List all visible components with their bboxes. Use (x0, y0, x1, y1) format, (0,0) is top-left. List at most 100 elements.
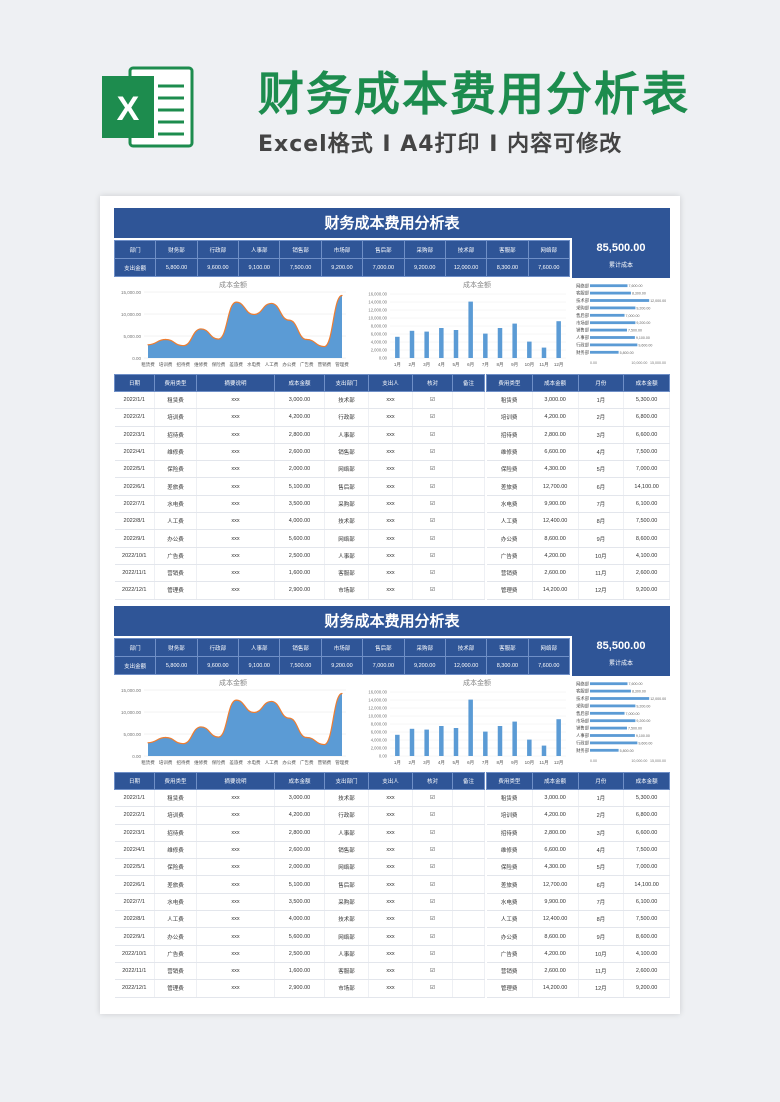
check-cell[interactable]: ☑ (412, 806, 453, 825)
cell-note (452, 824, 485, 842)
cell-desc: xxx (196, 927, 275, 946)
x-tick-label: 10月 (525, 362, 535, 368)
dept-name-cell: 市场部 (320, 638, 364, 657)
check-cell[interactable]: ☑ (412, 841, 453, 860)
data-point (323, 345, 325, 348)
check-cell[interactable]: ☑ (412, 426, 453, 444)
table-row: 2022/1/1 租赁费 xxx 3,000.00 技术部 xxx ☑ (114, 391, 485, 410)
check-cell[interactable]: ☑ (412, 875, 453, 894)
table-row: 2022/11/1 营销费 xxx 1,600.00 客服部 xxx ☑ (114, 962, 485, 981)
check-cell[interactable]: ☑ (412, 564, 453, 583)
y-tick-label: 网络部 (576, 282, 590, 289)
cell-person: xxx (368, 426, 413, 444)
data-label: 12,000.00 (650, 697, 666, 701)
cell-type: 招待费 (154, 426, 197, 444)
bar (439, 726, 444, 756)
cell-desc: xxx (196, 477, 275, 496)
x-tick-label: 招待费 (177, 759, 191, 766)
x-tick-label: 1月 (394, 760, 401, 766)
column-header: 成本金额 (274, 772, 325, 790)
cell-desc: xxx (196, 858, 275, 877)
area-chart-svg: 成本金额 0.00 5,000.00 10,000.00 15,000.00 租赁费 培训费… (121, 280, 349, 368)
check-cell[interactable]: ☑ (412, 477, 453, 496)
cell-type: 水电费 (486, 893, 533, 912)
check-cell[interactable]: ☑ (412, 979, 453, 998)
dept-amount-cell: 9,200.00 (403, 258, 446, 277)
y-tick-label: 技术部 (576, 297, 590, 304)
check-cell[interactable]: ☑ (412, 391, 453, 410)
check-cell[interactable]: ☑ (412, 495, 453, 514)
cell-amount: 5,100.00 (274, 477, 325, 496)
dept-name-row: 部门 财务部 行政部 人事部 销售部 市场部 售后部 采购部 技术部 客服部 网络部 (113, 240, 571, 259)
data-label: 7,500.00 (628, 329, 642, 333)
cell-dept: 技术部 (324, 391, 369, 410)
cell-note (452, 789, 485, 808)
check-cell[interactable]: ☑ (412, 910, 453, 929)
bar (468, 301, 473, 358)
check-cell[interactable]: ☑ (412, 962, 453, 981)
check-cell[interactable]: ☑ (412, 824, 453, 842)
cell-month_amount: 7,500.00 (623, 910, 670, 929)
data-point (200, 328, 202, 330)
bar (468, 699, 473, 756)
check-cell[interactable]: ☑ (412, 529, 453, 548)
cell-month: 9月 (578, 927, 625, 946)
expense-detail-table: 日期 费用类型 摘要说明 成本金额 支出部门 支出人 核对 备注 2022/1/1 租赁费 xxx… (114, 772, 485, 998)
check-cell[interactable]: ☑ (412, 460, 453, 479)
amount-row-label: 支出金额 (113, 258, 157, 277)
y-tick-label: 人事部 (576, 334, 590, 341)
department-table: 部门 财务部 行政部 人事部 销售部 市场部 售后部 采购部 技术部 客服部 网络部 支出金额 5,8… (113, 240, 571, 277)
cell-type: 保险费 (154, 858, 197, 877)
check-cell[interactable]: ☑ (412, 789, 453, 808)
check-cell[interactable]: ☑ (412, 893, 453, 912)
x-tick-label: 差旅费 (229, 759, 243, 766)
check-cell[interactable]: ☑ (412, 512, 453, 531)
hbar-chart-svg: 网络部 7,600.00 客服部 8,300.00 技术部 12,000.00 采购部 9,2… (576, 680, 666, 763)
x-tick-label: 1月 (394, 362, 401, 368)
cell-person: xxx (368, 460, 413, 479)
bar (541, 347, 547, 358)
table-row: 2022/2/1 培训费 xxx 4,200.00 行政部 xxx ☑ (114, 806, 485, 825)
cell-date: 2022/3/1 (114, 824, 155, 842)
charts-row: 成本金额 0.00 5,000.00 10,000.00 15,000.00 租赁费 培训费… (114, 676, 670, 772)
cell-note (452, 962, 485, 981)
cell-desc: xxx (196, 789, 275, 808)
table-row: 招待费 2,800.00 3月 6,600.00 (486, 824, 670, 842)
data-label: 9,200.00 (636, 321, 650, 325)
cell-person: xxx (368, 477, 413, 496)
y-tick-label: 8,000.00 (371, 324, 388, 329)
check-cell[interactable]: ☑ (412, 408, 453, 427)
check-cell[interactable]: ☑ (412, 927, 453, 946)
data-point (270, 700, 273, 703)
bar-chart-svg: 成本金额 0.00 2,000.00 4,000.00 6,000.00 8,000.00… (368, 678, 566, 766)
bar (483, 731, 488, 756)
cell-date: 2022/7/1 (114, 495, 155, 514)
cell-type: 办公费 (486, 529, 533, 548)
check-cell[interactable]: ☑ (412, 443, 453, 462)
cell-type_amount: 4,200.00 (532, 806, 579, 825)
x-tick-label: 差旅费 (229, 361, 243, 368)
x-tick-label: 4月 (438, 760, 445, 766)
dept-amount-cell: 7,000.00 (362, 656, 405, 675)
check-cell[interactable]: ☑ (412, 547, 453, 565)
check-cell[interactable]: ☑ (412, 858, 453, 877)
cell-month_amount: 8,600.00 (623, 927, 670, 946)
check-cell[interactable]: ☑ (412, 945, 453, 963)
cell-amount: 1,600.00 (274, 962, 325, 981)
y-tick-label: 10,000.00 (121, 312, 142, 317)
report-title: 财务成本费用分析表 (114, 606, 670, 636)
cell-date: 2022/9/1 (114, 927, 155, 946)
dept-amount-cell: 8,300.00 (486, 258, 529, 277)
x-tick-label: 招待费 (177, 361, 191, 368)
cell-note (452, 460, 485, 479)
check-cell[interactable]: ☑ (412, 581, 453, 600)
cell-month_amount: 7,500.00 (623, 512, 670, 531)
cell-type_amount: 2,800.00 (532, 426, 579, 444)
dept-amount-cell: 9,100.00 (238, 258, 281, 277)
cell-desc: xxx (196, 824, 275, 842)
y-tick-label: 客服部 (576, 688, 590, 695)
data-label: 7,000.00 (626, 314, 640, 318)
bar (590, 328, 627, 332)
column-header: 费用类型 (154, 772, 197, 790)
cell-note (452, 391, 485, 410)
